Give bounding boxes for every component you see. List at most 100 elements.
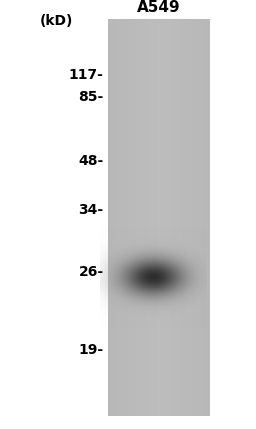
Text: (kD): (kD) xyxy=(40,14,73,28)
Bar xyxy=(121,19,122,416)
Bar xyxy=(122,19,123,416)
Bar xyxy=(150,19,151,416)
Bar xyxy=(138,19,140,416)
Bar xyxy=(161,19,162,416)
Bar xyxy=(125,19,126,416)
Bar xyxy=(174,19,176,416)
Bar xyxy=(130,19,132,416)
Bar xyxy=(118,19,119,416)
Bar xyxy=(199,19,200,416)
Bar xyxy=(206,19,207,416)
Bar xyxy=(173,19,175,416)
Bar xyxy=(147,19,149,416)
Bar xyxy=(184,19,186,416)
Bar xyxy=(190,19,192,416)
Bar xyxy=(167,19,168,416)
Bar xyxy=(195,19,196,416)
Bar xyxy=(156,19,157,416)
Bar xyxy=(160,19,161,416)
Text: 48-: 48- xyxy=(78,154,103,168)
Bar xyxy=(124,19,125,416)
Bar xyxy=(172,19,174,416)
Bar xyxy=(187,19,189,416)
Bar xyxy=(159,19,160,416)
Bar xyxy=(115,19,116,416)
Bar xyxy=(139,19,141,416)
Bar xyxy=(108,19,210,416)
Bar xyxy=(128,19,130,416)
Bar xyxy=(202,19,203,416)
Bar xyxy=(135,19,137,416)
Bar xyxy=(114,19,115,416)
Bar xyxy=(189,19,191,416)
Bar xyxy=(117,19,118,416)
Bar xyxy=(205,19,206,416)
Bar xyxy=(168,19,169,416)
Bar xyxy=(194,19,195,416)
Bar xyxy=(108,19,109,416)
Bar xyxy=(137,19,139,416)
Bar xyxy=(171,19,173,416)
Bar xyxy=(163,19,164,416)
Bar xyxy=(180,19,182,416)
Bar xyxy=(169,19,170,416)
Text: 34-: 34- xyxy=(78,203,103,217)
Bar xyxy=(111,19,112,416)
Bar xyxy=(181,19,183,416)
Bar xyxy=(133,19,135,416)
Bar xyxy=(182,19,184,416)
Text: 26-: 26- xyxy=(78,266,103,279)
Bar xyxy=(162,19,163,416)
Bar xyxy=(116,19,117,416)
Bar xyxy=(191,19,193,416)
Bar xyxy=(164,19,165,416)
Bar xyxy=(198,19,199,416)
Bar xyxy=(201,19,202,416)
Bar xyxy=(152,19,153,416)
Bar xyxy=(143,19,145,416)
Bar xyxy=(188,19,190,416)
Bar xyxy=(166,19,167,416)
Bar xyxy=(176,19,178,416)
Bar xyxy=(177,19,179,416)
Bar xyxy=(131,19,133,416)
Bar xyxy=(155,19,156,416)
Bar xyxy=(203,19,204,416)
Text: 19-: 19- xyxy=(78,343,103,356)
Bar xyxy=(178,19,180,416)
Bar xyxy=(185,19,187,416)
Bar xyxy=(154,19,155,416)
Bar xyxy=(142,19,144,416)
Bar xyxy=(186,19,188,416)
Bar xyxy=(112,19,113,416)
Bar xyxy=(145,19,147,416)
Bar xyxy=(170,19,172,416)
Bar xyxy=(197,19,198,416)
Bar xyxy=(126,19,127,416)
Text: 85-: 85- xyxy=(78,90,103,103)
Bar xyxy=(157,19,158,416)
Bar xyxy=(109,19,110,416)
Bar xyxy=(129,19,131,416)
Bar xyxy=(140,19,142,416)
Bar xyxy=(153,19,154,416)
Bar xyxy=(113,19,114,416)
Bar xyxy=(136,19,138,416)
Bar xyxy=(120,19,121,416)
Text: A549: A549 xyxy=(137,0,180,15)
Bar xyxy=(207,19,208,416)
Bar xyxy=(158,19,159,416)
Bar xyxy=(183,19,185,416)
Bar xyxy=(127,19,129,416)
Bar xyxy=(144,19,146,416)
Bar xyxy=(110,19,111,416)
Text: 117-: 117- xyxy=(69,68,103,82)
Bar xyxy=(123,19,124,416)
Bar xyxy=(119,19,120,416)
Bar xyxy=(132,19,134,416)
Bar xyxy=(193,19,194,416)
Bar xyxy=(200,19,201,416)
Bar xyxy=(196,19,197,416)
Bar xyxy=(175,19,177,416)
Bar xyxy=(204,19,205,416)
